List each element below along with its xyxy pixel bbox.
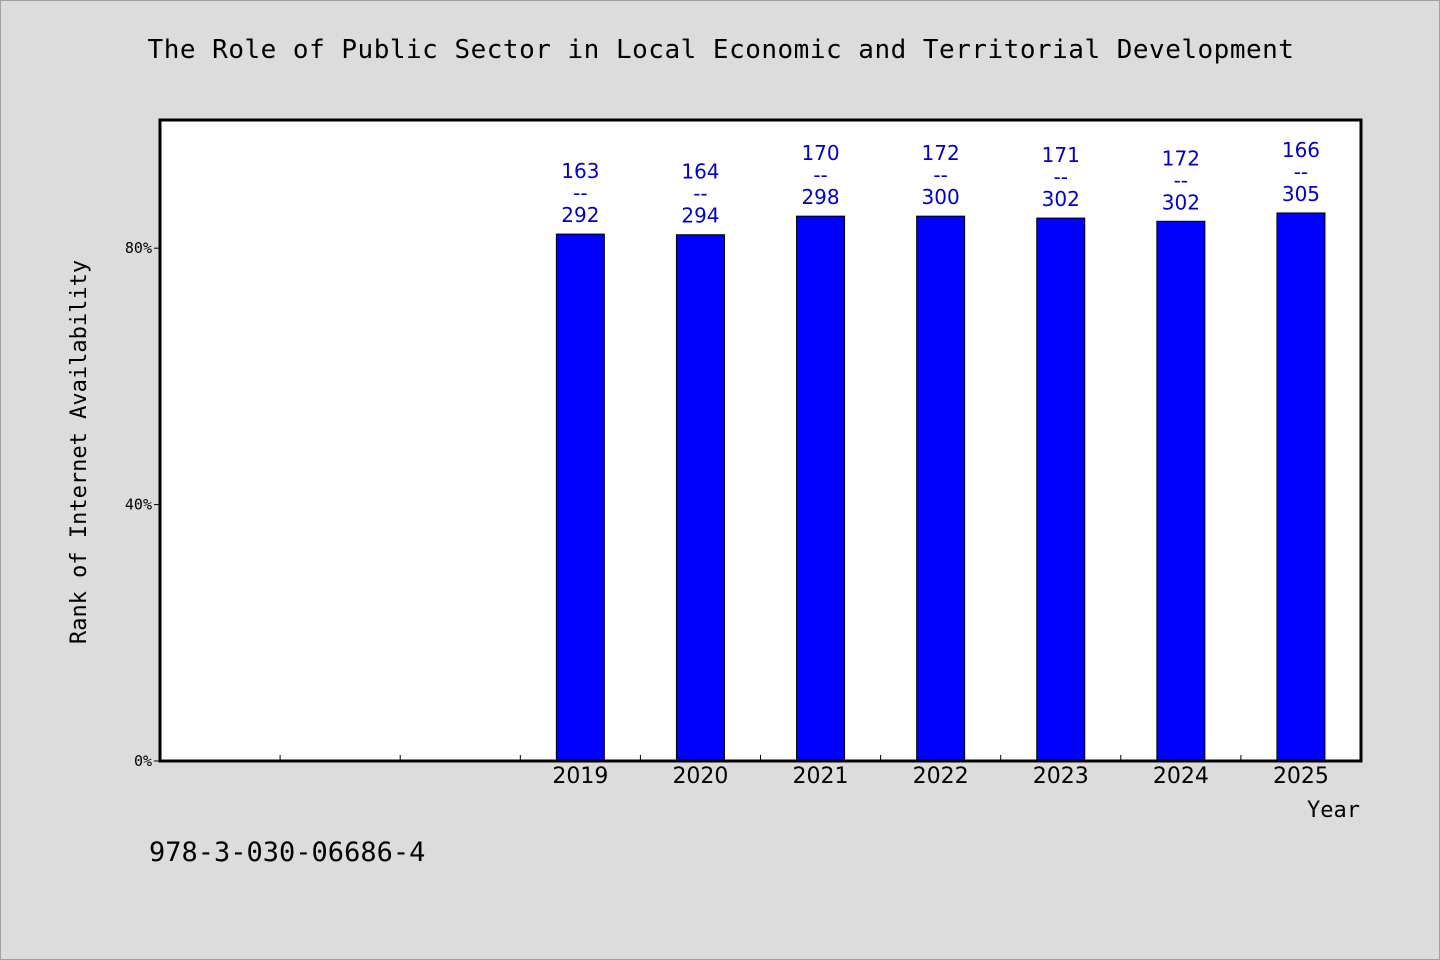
bar	[916, 215, 966, 762]
data-label-separator: --	[813, 163, 827, 187]
data-label-bottom: 298	[801, 185, 839, 209]
data-label-separator: --	[573, 181, 587, 205]
x-tick-label: 2023	[1033, 764, 1089, 789]
y-axis: 0% 40% 80%	[125, 239, 160, 770]
bar	[1276, 212, 1326, 762]
data-label-top: 170	[801, 141, 839, 165]
isbn-footer: 978-3-030-06686-4	[149, 837, 426, 868]
data-label-top: 164	[681, 160, 719, 184]
data-label-top: 163	[561, 159, 599, 183]
x-tick-label: 2019	[552, 764, 608, 789]
bar	[675, 234, 725, 762]
chart-title: The Role of Public Sector in Local Econo…	[147, 35, 1295, 65]
y-tick-label: 40%	[125, 496, 152, 514]
x-axis: 2019 2020 2021 2022 2023 2024 2025	[279, 755, 1329, 789]
data-label-top: 171	[1042, 143, 1080, 167]
bar	[1156, 220, 1206, 762]
data-label-bottom: 302	[1042, 187, 1080, 211]
data-label-bottom: 305	[1282, 182, 1320, 206]
x-tick-label: 2024	[1153, 764, 1209, 789]
y-tick-label: 0%	[134, 752, 152, 770]
data-label-top: 166	[1282, 138, 1320, 162]
data-label-separator: --	[1054, 165, 1068, 189]
data-label-bottom: 292	[561, 203, 599, 227]
data-label-separator: --	[1294, 160, 1308, 184]
bar	[796, 215, 846, 762]
x-axis-label: Year	[1307, 798, 1360, 823]
data-label-top: 172	[1162, 146, 1200, 170]
x-tick-label: 2021	[793, 764, 849, 789]
data-label-bottom: 294	[681, 204, 719, 228]
data-label-separator: --	[693, 182, 707, 206]
x-tick-label: 2020	[672, 764, 728, 789]
data-label-separator: --	[933, 163, 947, 187]
x-tick-label: 2025	[1273, 764, 1329, 789]
x-tick-label: 2022	[913, 764, 969, 789]
y-axis-label: Rank of Internet Availability	[67, 260, 92, 644]
data-label-bottom: 300	[922, 185, 960, 209]
data-label-separator: --	[1174, 168, 1188, 192]
data-label-bottom: 302	[1162, 190, 1200, 214]
bars-group	[555, 212, 1326, 762]
bar	[555, 233, 605, 762]
data-label-top: 172	[922, 141, 960, 165]
plot-border	[158, 118, 1363, 763]
bar	[1036, 217, 1086, 762]
data-labels-group: 163--292164--294170--298172--300171--302…	[561, 138, 1320, 228]
y-tick-label: 80%	[125, 239, 152, 257]
